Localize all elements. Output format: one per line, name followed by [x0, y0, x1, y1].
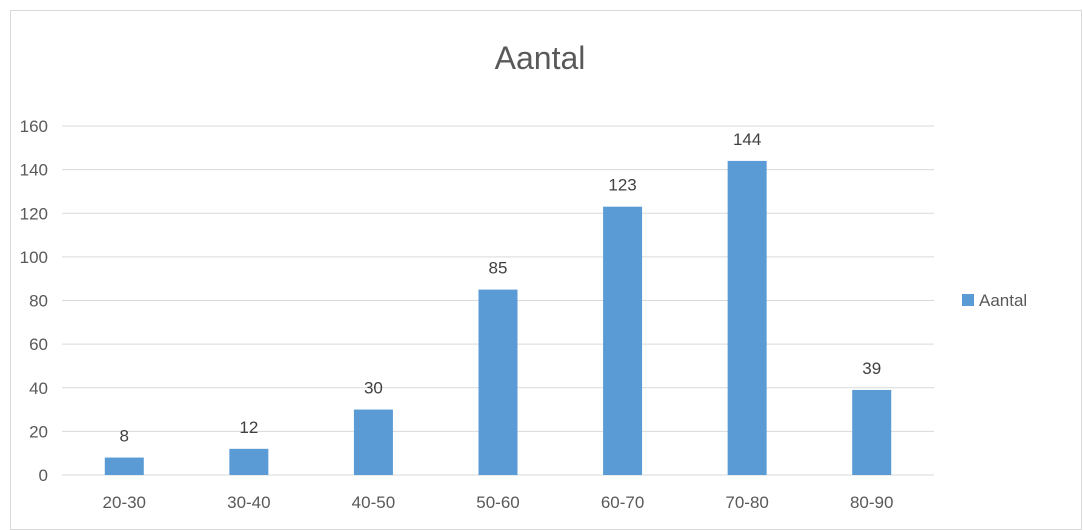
y-tick-label: 0: [39, 466, 48, 485]
data-label-20-30: 8: [120, 427, 129, 446]
bar-40-50: [353, 409, 393, 475]
x-tick-label: 60-70: [601, 493, 644, 512]
bar-50-60: [478, 289, 518, 475]
data-label-70-80: 144: [733, 130, 761, 149]
bar-60-70: [603, 206, 643, 476]
y-axis: 0 20 40 60 80 100 120 140 160: [20, 117, 48, 485]
legend: Aantal: [962, 291, 1027, 310]
y-tick-label: 80: [29, 292, 48, 311]
data-label-40-50: 30: [364, 379, 383, 398]
legend-swatch: [962, 294, 974, 306]
bar-30-40: [229, 448, 269, 475]
y-tick-label: 40: [29, 379, 48, 398]
x-tick-label: 80-90: [850, 493, 893, 512]
data-labels: 8 12 30 85 123 144 39: [120, 130, 882, 446]
data-label-80-90: 39: [862, 359, 881, 378]
x-tick-label: 30-40: [227, 493, 270, 512]
data-label-30-40: 12: [239, 418, 258, 437]
data-label-60-70: 123: [608, 176, 636, 195]
x-tick-label: 20-30: [103, 493, 146, 512]
y-tick-label: 120: [20, 204, 48, 223]
y-tick-label: 100: [20, 248, 48, 267]
x-tick-label: 40-50: [352, 493, 395, 512]
x-axis: 20-30 30-40 40-50 50-60 60-70 70-80 80-90: [103, 493, 894, 512]
bar-80-90: [852, 389, 892, 475]
legend-label: Aantal: [979, 291, 1027, 310]
data-label-50-60: 85: [489, 259, 508, 278]
y-tick-label: 140: [20, 161, 48, 180]
y-tick-label: 160: [20, 117, 48, 136]
bars: [104, 160, 892, 476]
y-tick-label: 20: [29, 422, 48, 441]
x-tick-label: 70-80: [725, 493, 768, 512]
gridlines: [62, 125, 934, 476]
y-tick-label: 60: [29, 335, 48, 354]
x-tick-label: 50-60: [476, 493, 519, 512]
chart-title: Aantal: [495, 40, 586, 76]
bar-chart: Aantal 0 20 40 60 80 100 120 140 160 20-30 30-40 4…: [20, 40, 1028, 512]
bar-20-30: [104, 457, 144, 475]
bar-70-80: [727, 160, 767, 475]
chart-frame: [10, 10, 1082, 530]
